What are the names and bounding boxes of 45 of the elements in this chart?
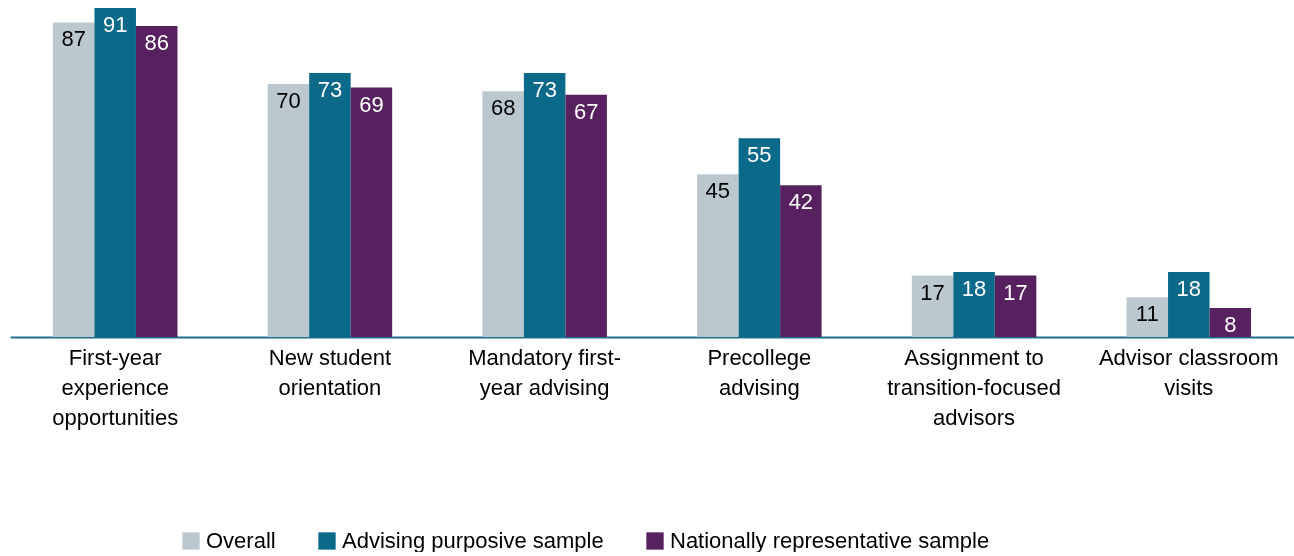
data-label: 70 <box>276 87 301 113</box>
legend-label: Nationally representative sample <box>670 528 990 553</box>
data-label: 87 <box>61 26 86 52</box>
bar <box>953 271 995 337</box>
bar <box>350 87 393 337</box>
data-label: 73 <box>532 77 557 103</box>
bar <box>94 8 136 337</box>
x-tick-label: Advisor classroom visits <box>1098 344 1279 400</box>
data-label: 8 <box>1224 312 1237 338</box>
x-tick-label: Precollege advising <box>707 344 812 400</box>
data-label: 91 <box>102 12 128 37</box>
data-label: 17 <box>920 279 945 305</box>
bar <box>267 83 310 337</box>
data-label: 86 <box>144 30 169 56</box>
data-label: 18 <box>1176 275 1202 301</box>
bar <box>1168 271 1210 337</box>
legend-label: Overall <box>206 528 276 553</box>
bar <box>1126 297 1169 337</box>
data-label: 45 <box>705 178 731 204</box>
data-label: 67 <box>573 98 599 124</box>
bar <box>309 73 351 337</box>
data-label: 55 <box>747 142 772 168</box>
legend-label: Advising purposive sample <box>342 528 604 553</box>
data-label: 42 <box>788 189 814 215</box>
x-tick-label: First-year experience opportunities <box>52 344 179 430</box>
data-label: 11 <box>1135 301 1159 327</box>
data-label: 17 <box>1003 279 1028 305</box>
bar <box>780 185 822 337</box>
bar <box>52 22 95 337</box>
bar <box>911 275 954 337</box>
bar <box>565 94 607 337</box>
data-label: 68 <box>490 95 516 121</box>
data-label: 18 <box>961 275 987 301</box>
bar <box>697 174 739 337</box>
data-label: 69 <box>359 91 384 117</box>
data-label: 73 <box>317 77 343 103</box>
bar <box>135 26 178 337</box>
bar <box>523 73 566 337</box>
x-tick-label: Mandatory first-year advising <box>468 344 622 400</box>
x-tick-label: New student orientation <box>268 344 392 400</box>
bar <box>738 138 781 337</box>
bar <box>1209 308 1252 337</box>
x-tick-label: Assignment to transition-focused advisors <box>887 344 1061 430</box>
bar <box>994 275 1037 337</box>
bar <box>482 91 524 337</box>
